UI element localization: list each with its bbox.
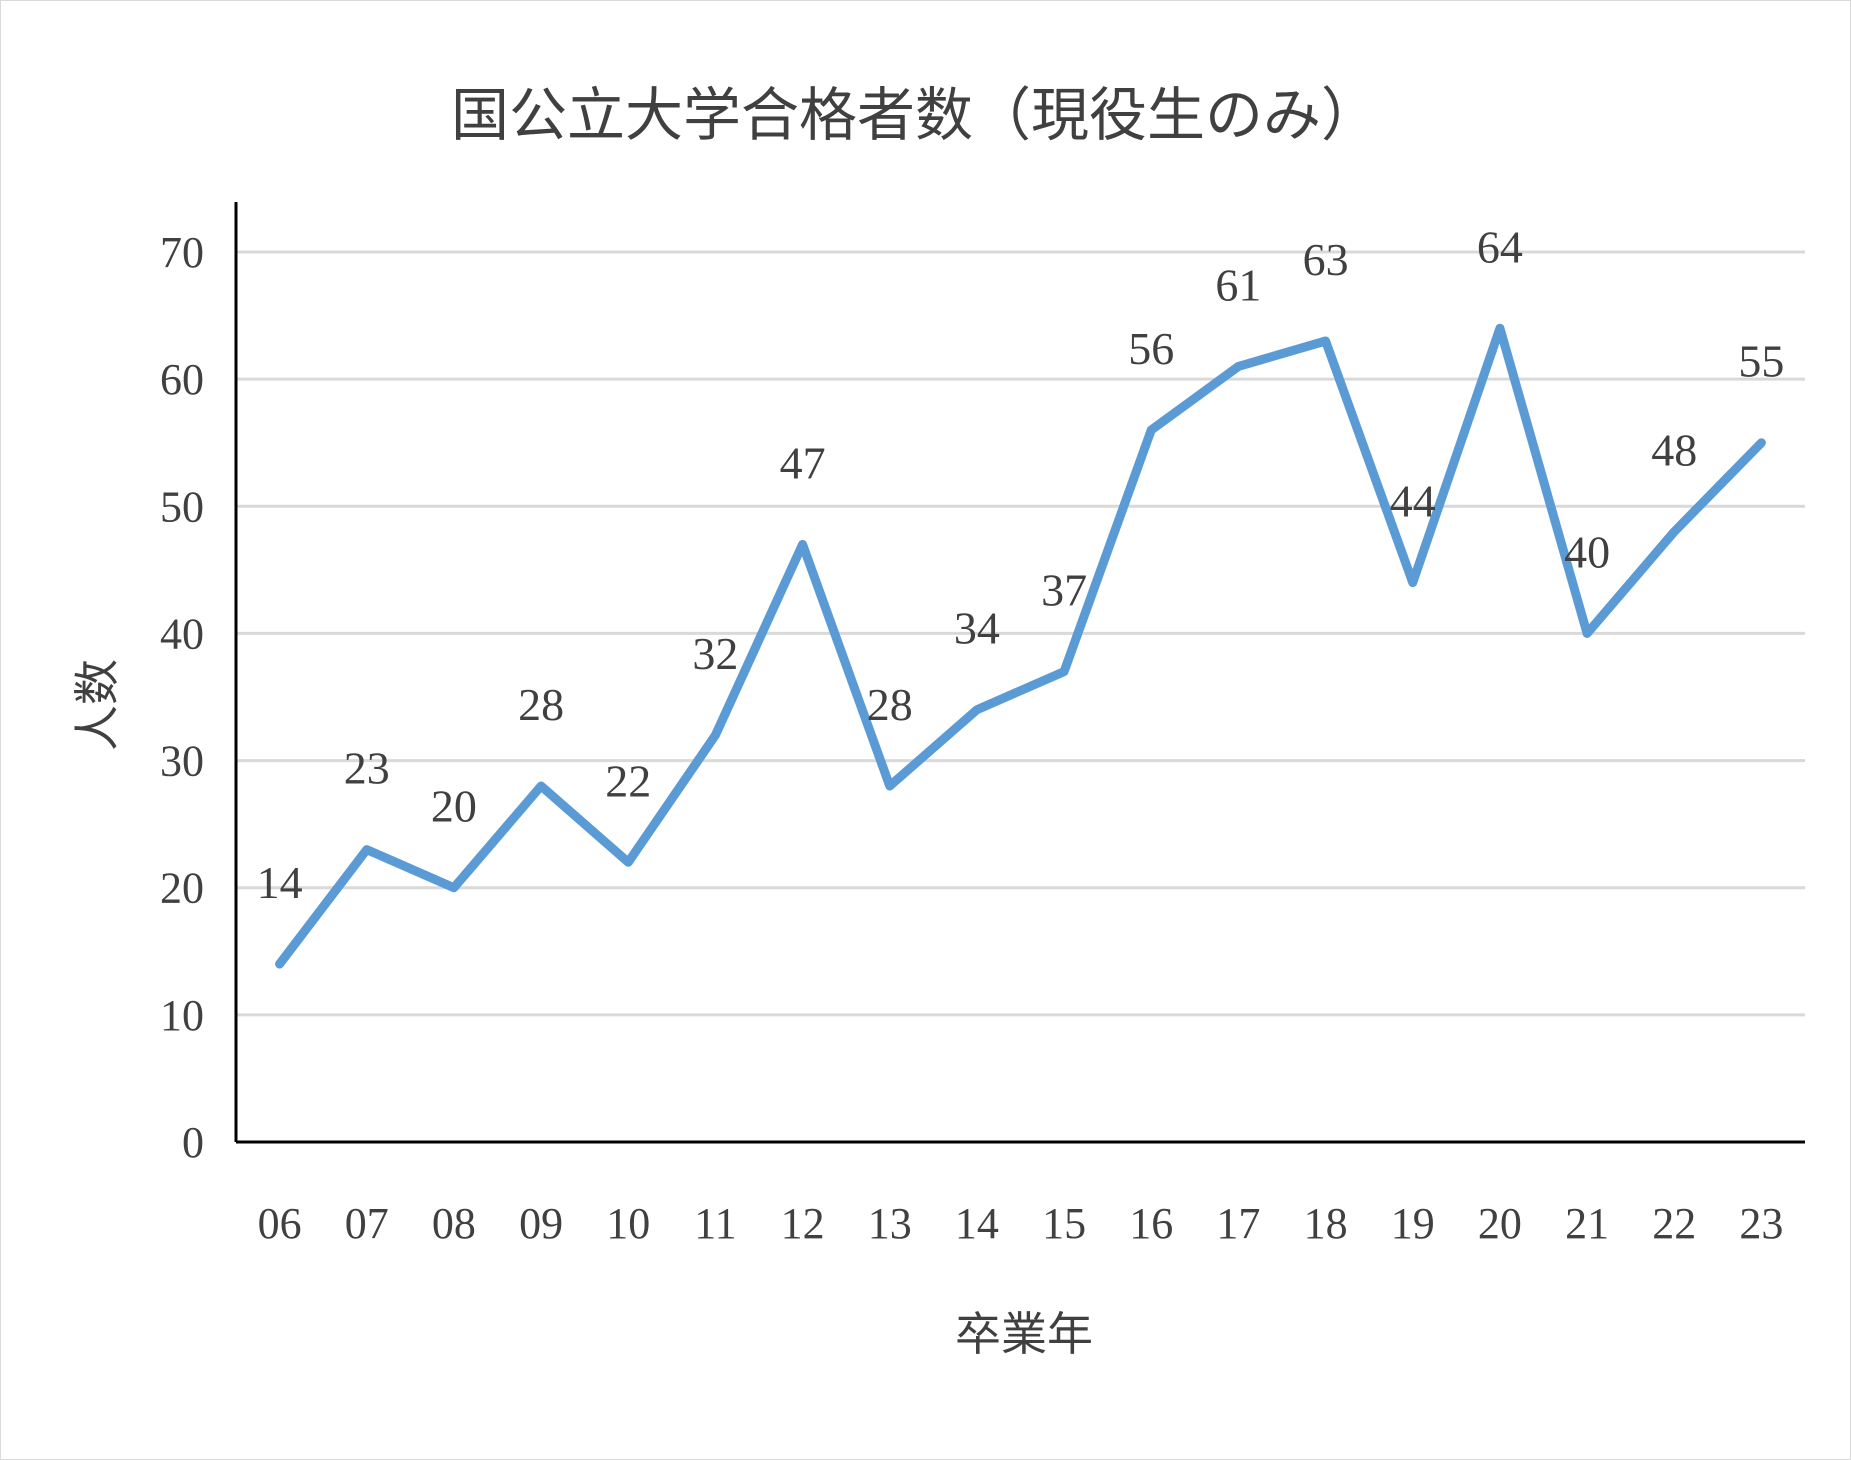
data-point: [1411, 581, 1414, 584]
data-point: [1063, 670, 1066, 673]
data-label: 34: [954, 603, 1000, 654]
x-tick-label: 15: [1042, 1199, 1086, 1248]
data-point: [452, 886, 455, 889]
data-point: [627, 861, 630, 864]
data-point: [1586, 632, 1589, 635]
data-point: [1760, 441, 1763, 444]
data-label: 14: [257, 857, 303, 908]
data-point: [1237, 365, 1240, 368]
data-label: 28: [867, 679, 913, 730]
x-tick-labels: 06 07 08 09 10 11 12 13 14 15 16 17 18 19 20 21 22 23: [258, 1199, 1784, 1248]
x-tick-label: 14: [955, 1199, 999, 1248]
data-point: [278, 963, 281, 965]
data-label: 44: [1390, 476, 1436, 527]
y-tick-label: 30: [160, 737, 204, 786]
x-tick-label: 11: [694, 1199, 736, 1248]
data-point: [365, 848, 368, 851]
data-label: 63: [1303, 234, 1349, 285]
data-label: 32: [692, 628, 738, 679]
data-label: 64: [1477, 221, 1523, 272]
x-tick-label: 23: [1739, 1199, 1783, 1248]
y-tick-label: 0: [182, 1118, 204, 1167]
y-axis-title: 人数: [70, 659, 124, 751]
x-tick-label: 19: [1391, 1199, 1435, 1248]
axes: [234, 202, 1805, 1144]
data-label: 22: [605, 755, 651, 806]
y-tick-label: 70: [160, 228, 204, 277]
data-label: 37: [1041, 565, 1087, 616]
y-tick-labels: 0 10 20 30 40 50 60 70: [160, 228, 204, 1167]
y-tick-label: 50: [160, 482, 204, 531]
chart-title: 国公立大学合格者数（現役生のみ）: [451, 81, 1379, 149]
data-label: 28: [518, 679, 564, 730]
data-point: [1324, 340, 1327, 342]
data-label: 61: [1215, 259, 1261, 310]
y-tick-label: 60: [160, 355, 204, 404]
x-tick-label: 17: [1216, 1199, 1260, 1248]
x-tick-label: 09: [519, 1199, 563, 1248]
y-tick-label: 40: [160, 609, 204, 658]
x-tick-label: 18: [1304, 1199, 1348, 1248]
y-tick-label: 10: [160, 991, 204, 1040]
data-point: [1673, 530, 1676, 533]
data-label: 47: [780, 437, 826, 488]
data-label: 23: [344, 743, 390, 794]
x-tick-label: 13: [868, 1199, 912, 1248]
data-point: [1498, 327, 1501, 330]
x-tick-label: 10: [606, 1199, 650, 1248]
data-point: [1150, 429, 1153, 431]
x-axis-title: 卒業年: [955, 1307, 1093, 1361]
series-line: [275, 323, 1766, 969]
data-label: 40: [1564, 526, 1610, 577]
x-tick-label: 07: [345, 1199, 389, 1248]
data-point: [540, 785, 543, 787]
series-layer: [275, 323, 1766, 969]
data-label: 55: [1738, 336, 1784, 387]
x-tick-label: 20: [1478, 1199, 1522, 1248]
x-tick-label: 06: [258, 1199, 302, 1248]
x-tick-label: 08: [432, 1199, 476, 1248]
data-label: 20: [431, 781, 477, 832]
x-tick-label: 12: [781, 1199, 825, 1248]
data-label: 48: [1651, 425, 1697, 476]
x-tick-label: 16: [1129, 1199, 1173, 1248]
y-tick-label: 20: [160, 864, 204, 913]
data-labels: 14 23 20 28 22 32 47 28 34 37 56 61 63 44 64 40 48 55: [257, 221, 1785, 908]
gridlines: [236, 250, 1805, 1017]
x-tick-label: 22: [1652, 1199, 1696, 1248]
data-point: [801, 543, 804, 546]
data-label: 56: [1128, 323, 1174, 374]
data-point: [714, 734, 717, 737]
data-point: [888, 785, 891, 787]
x-tick-label: 21: [1565, 1199, 1609, 1248]
data-point: [975, 708, 978, 711]
